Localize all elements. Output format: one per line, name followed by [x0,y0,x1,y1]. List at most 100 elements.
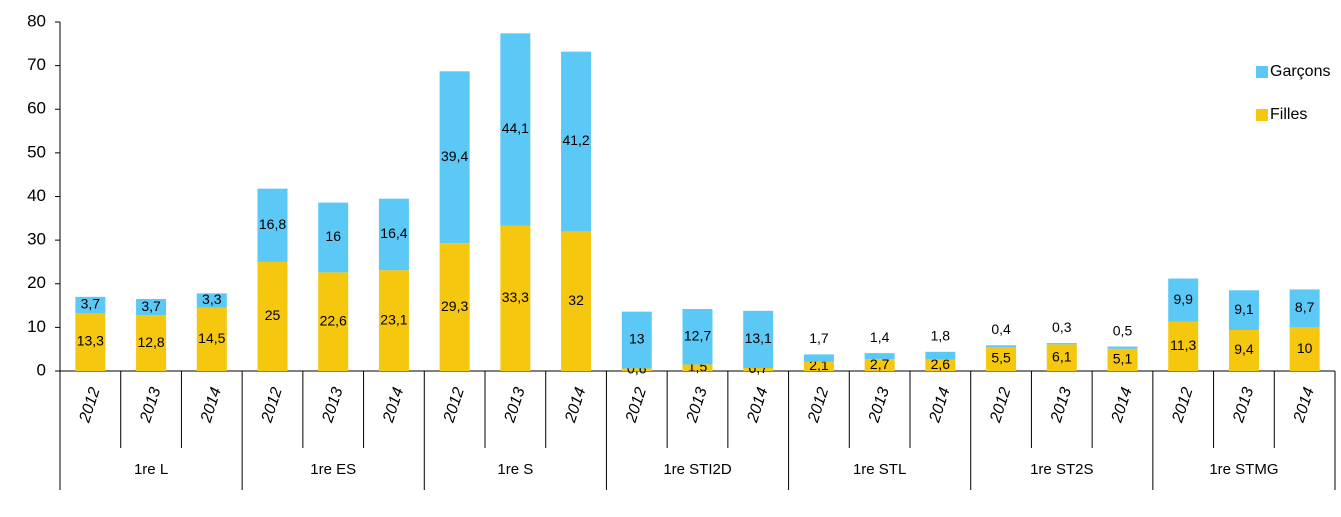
data-label: 9,1 [1234,301,1254,317]
x-tick-label: 2013 [137,385,165,425]
y-tick-label: 30 [27,230,46,249]
bar-segment [136,315,167,371]
bar-segment [864,359,895,371]
data-label: 5,5 [991,350,1011,366]
y-tick-label: 70 [27,55,46,74]
legend-swatch [1256,66,1268,78]
x-tick-label: 2013 [865,385,893,425]
group-label: 1re ST2S [1030,461,1093,478]
bar-segment [500,33,531,226]
data-label: 11,3 [1170,337,1196,353]
x-tick-label: 2012 [805,385,833,425]
bar-segment [75,296,106,313]
x-tick-label: 2014 [198,385,226,425]
y-tick-label: 0 [37,360,46,379]
data-label: 23,1 [380,311,407,327]
bar-segment [257,261,288,371]
data-label: 2,6 [931,356,951,372]
x-tick-label: 2012 [76,385,104,425]
bar-segment [378,270,409,371]
x-tick-label: 2012 [1169,385,1197,425]
data-label: 39,4 [441,148,468,164]
bar-segment [864,353,895,360]
data-label: 22,6 [320,312,347,328]
data-label: 1,8 [931,328,951,344]
x-tick-label: 2014 [926,385,954,425]
y-tick-label: 20 [27,273,46,292]
bar-segment [682,364,713,371]
bar-segment [803,361,834,371]
data-label: 3,7 [141,298,161,314]
x-tick-label: 2013 [319,385,347,425]
bar-segment [621,311,652,369]
x-tick-label: 2014 [1108,385,1136,425]
data-label: 3,3 [202,291,222,307]
data-label: 14,5 [198,330,225,346]
data-label: 9,4 [1234,341,1254,357]
data-label: 12,8 [137,334,164,350]
bar-segment [1107,346,1138,349]
data-label: 8,7 [1295,299,1315,315]
data-label: 25 [265,307,281,323]
data-label: 5,1 [1113,351,1133,367]
bar-segment [925,359,956,371]
group-label: 1re L [134,461,168,478]
data-label: 32 [568,292,584,308]
bar-segment [1107,348,1138,371]
data-label: 10 [1297,340,1313,356]
x-tick-label: 2013 [501,385,529,425]
x-tick-label: 2014 [562,385,590,425]
bar-segment [257,188,288,262]
x-tick-label: 2012 [258,385,286,425]
data-label: 2,7 [870,356,890,372]
group-label: 1re ES [310,461,356,478]
bar-segment [986,345,1017,348]
data-label: 0,3 [1052,319,1072,335]
bar-segment [318,272,349,371]
x-tick-label: 2013 [683,385,711,425]
y-tick-label: 60 [27,99,46,118]
x-tick-label: 2012 [440,385,468,425]
y-tick-label: 50 [27,142,46,161]
group-label: 1re STMG [1209,461,1278,478]
group-label: 1re STI2D [663,461,732,478]
legend-label: Filles [1270,106,1307,123]
bar-segment [743,310,774,368]
data-label: 1,4 [870,329,890,345]
bar-segment [1046,343,1077,345]
bar-segment [743,367,774,371]
bar-segment [196,307,227,371]
bar-segment [136,299,167,316]
data-label: 41,2 [562,132,589,148]
bar-segment [1228,329,1259,371]
data-label: 13,1 [745,330,772,346]
bar-segment [682,309,713,365]
x-tick-label: 2012 [623,385,651,425]
bar-segment [500,225,531,371]
bar-segment [378,198,409,271]
data-label: 12,7 [684,327,711,343]
data-label: 0,4 [991,321,1011,337]
data-label: 6,1 [1052,348,1072,364]
data-label: 13,3 [77,333,104,349]
data-label: 9,9 [1173,291,1193,307]
bar-segment [803,354,834,362]
x-tick-label: 2014 [1290,385,1318,425]
x-tick-label: 2012 [987,385,1015,425]
bar-segment [75,312,106,371]
bar-segment [196,293,227,308]
bar-segment [439,243,470,371]
data-label: 16,8 [259,216,286,232]
bar-segment [1046,344,1077,371]
group-label: 1re STL [853,461,906,478]
bar-segment [1168,321,1199,371]
data-label: 33,3 [502,289,529,305]
x-tick-label: 2014 [744,385,772,425]
group-label: 1re S [497,461,533,478]
bar-segment [1228,290,1259,330]
data-label: 0,5 [1113,322,1133,338]
bar-segment [1168,278,1199,322]
data-label: 16,4 [380,225,407,241]
bar-segment [925,351,956,360]
